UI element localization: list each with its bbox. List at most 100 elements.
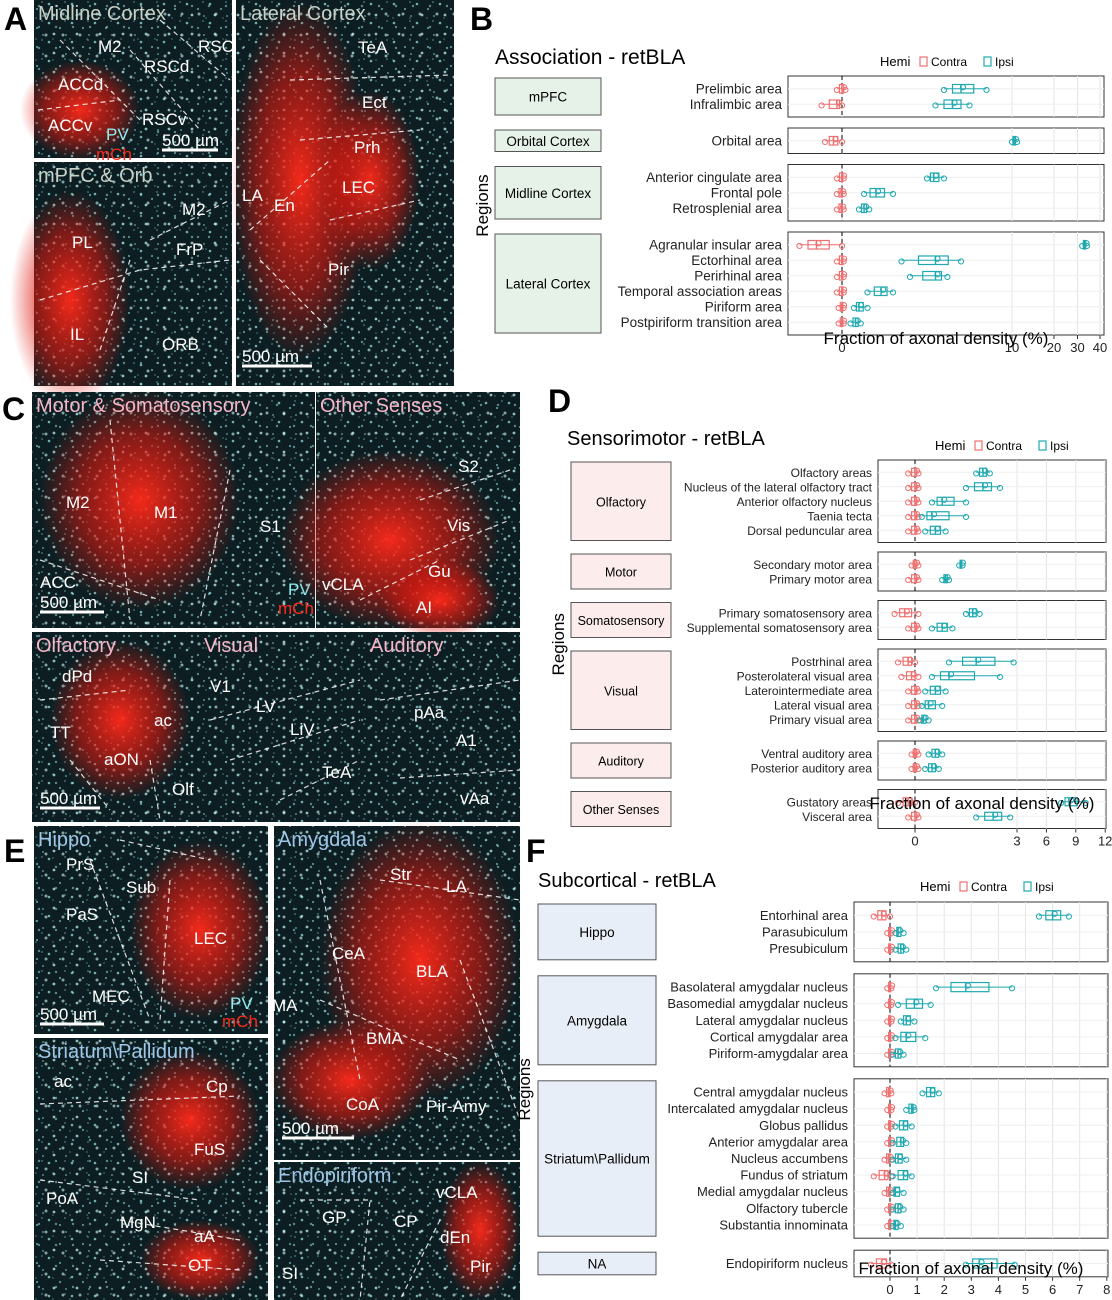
- panel-letter: A: [4, 1, 27, 37]
- dashed-boundary: [149, 199, 231, 241]
- dashed-boundary: [59, 39, 141, 121]
- region-label: mCh: [278, 599, 314, 618]
- data-point: [884, 946, 891, 953]
- x-tick-label: 9: [1072, 834, 1079, 849]
- data-point: [889, 1051, 896, 1058]
- region-label: GP: [322, 1208, 347, 1227]
- row-label: Primary visual area: [769, 713, 872, 727]
- x-tick-label: 10: [1005, 340, 1019, 355]
- data-point: [1083, 242, 1091, 250]
- region-label: PrS: [66, 855, 94, 874]
- region-label: En: [274, 196, 295, 215]
- row-label: Globus pallidus: [759, 1118, 848, 1133]
- data-point: [928, 625, 936, 632]
- data-point: [917, 717, 924, 724]
- data-point: [840, 302, 848, 309]
- dashed-boundary: [399, 1219, 441, 1300]
- data-point: [907, 656, 914, 663]
- data-point: [888, 1106, 895, 1114]
- group-label: Somatosensory: [578, 614, 666, 628]
- x-tick-label: 5: [1022, 1282, 1029, 1297]
- data-point: [889, 1140, 896, 1147]
- x-tick-label: 12: [1098, 834, 1112, 849]
- group-label-box: [570, 650, 672, 730]
- data-point: [898, 258, 905, 265]
- micrograph-title: Visual: [204, 635, 258, 657]
- dashed-boundary: [37, 99, 121, 111]
- box: [910, 511, 918, 521]
- region-label: LV: [256, 697, 276, 716]
- data-point: [847, 320, 854, 327]
- row-label: Cortical amygdalar area: [710, 1029, 849, 1044]
- box: [922, 270, 943, 281]
- region-label: TeA: [322, 763, 352, 782]
- region-label: Pir: [470, 1257, 491, 1276]
- data-point: [911, 1018, 918, 1025]
- data-point: [880, 910, 887, 917]
- data-point: [889, 289, 897, 296]
- data-point: [857, 320, 864, 327]
- data-point: [932, 172, 939, 179]
- data-point: [951, 99, 958, 106]
- mch-axon-signal: [120, 1050, 260, 1190]
- data-point: [945, 576, 953, 584]
- chart-legend: Hemi Contra Ipsi: [920, 879, 1054, 894]
- group-label: Striatum\Pallidum: [544, 1152, 650, 1167]
- data-point: [925, 751, 932, 758]
- region-label: A1: [456, 731, 477, 750]
- dashed-boundary: [399, 769, 521, 779]
- data-point: [915, 576, 922, 584]
- scale-bar-label: 500 µm: [282, 1119, 339, 1138]
- row-label: Secondary motor area: [753, 558, 872, 572]
- data-point: [832, 136, 839, 143]
- data-point: [796, 242, 803, 250]
- data-point: [870, 1173, 877, 1180]
- x-tick-label: 0: [911, 834, 918, 849]
- region-group: Midline Cortex Anterior cingulate areaFro…: [494, 164, 1105, 222]
- data-point: [934, 748, 941, 755]
- data-point: [940, 86, 948, 94]
- data-point: [981, 482, 989, 489]
- region-label: LA: [446, 877, 467, 896]
- data-point: [915, 688, 922, 695]
- data-point: [903, 1106, 910, 1114]
- legend-key: [1023, 881, 1032, 892]
- data-point: [915, 702, 922, 710]
- data-point: [874, 188, 882, 195]
- region-label: Cp: [206, 1077, 228, 1096]
- data-point: [915, 625, 922, 632]
- legend-label: Ipsi: [1050, 439, 1069, 453]
- data-point: [900, 1206, 907, 1213]
- data-point: [962, 484, 970, 492]
- region-label: ACCd: [58, 75, 103, 94]
- row-label: Postpiriform transition area: [621, 315, 783, 330]
- data-point: [884, 930, 891, 937]
- data-point: [897, 1223, 904, 1230]
- x-tick-label: 2: [941, 1282, 948, 1297]
- micrograph-title: Amygdala: [278, 829, 368, 851]
- row-label: Basomedial amygdalar nucleus: [667, 996, 848, 1011]
- data-point: [1083, 240, 1090, 247]
- region-label: dPd: [62, 667, 92, 686]
- micrograph-title: mPFC & Orb: [38, 165, 152, 187]
- data-point: [884, 1001, 891, 1009]
- data-point: [978, 1258, 985, 1266]
- dashed-boundary: [379, 679, 521, 701]
- x-tick-label: 0: [838, 340, 845, 355]
- row-label: Medial amygdalar nucleus: [697, 1184, 849, 1199]
- region-label: MEC: [92, 987, 130, 1006]
- legend-key: [919, 56, 928, 67]
- data-point: [981, 467, 989, 474]
- region-label: M2: [98, 37, 122, 56]
- data-point: [840, 258, 847, 265]
- box: [926, 511, 950, 521]
- data-point: [888, 1137, 896, 1144]
- data-point: [915, 765, 922, 773]
- data-point: [840, 203, 847, 210]
- region-label: PL: [72, 233, 93, 252]
- box: [902, 797, 913, 807]
- data-point: [840, 255, 848, 262]
- x-tick-label: 40: [1093, 340, 1107, 355]
- data-point: [833, 289, 841, 296]
- legend-label: Ipsi: [995, 55, 1014, 69]
